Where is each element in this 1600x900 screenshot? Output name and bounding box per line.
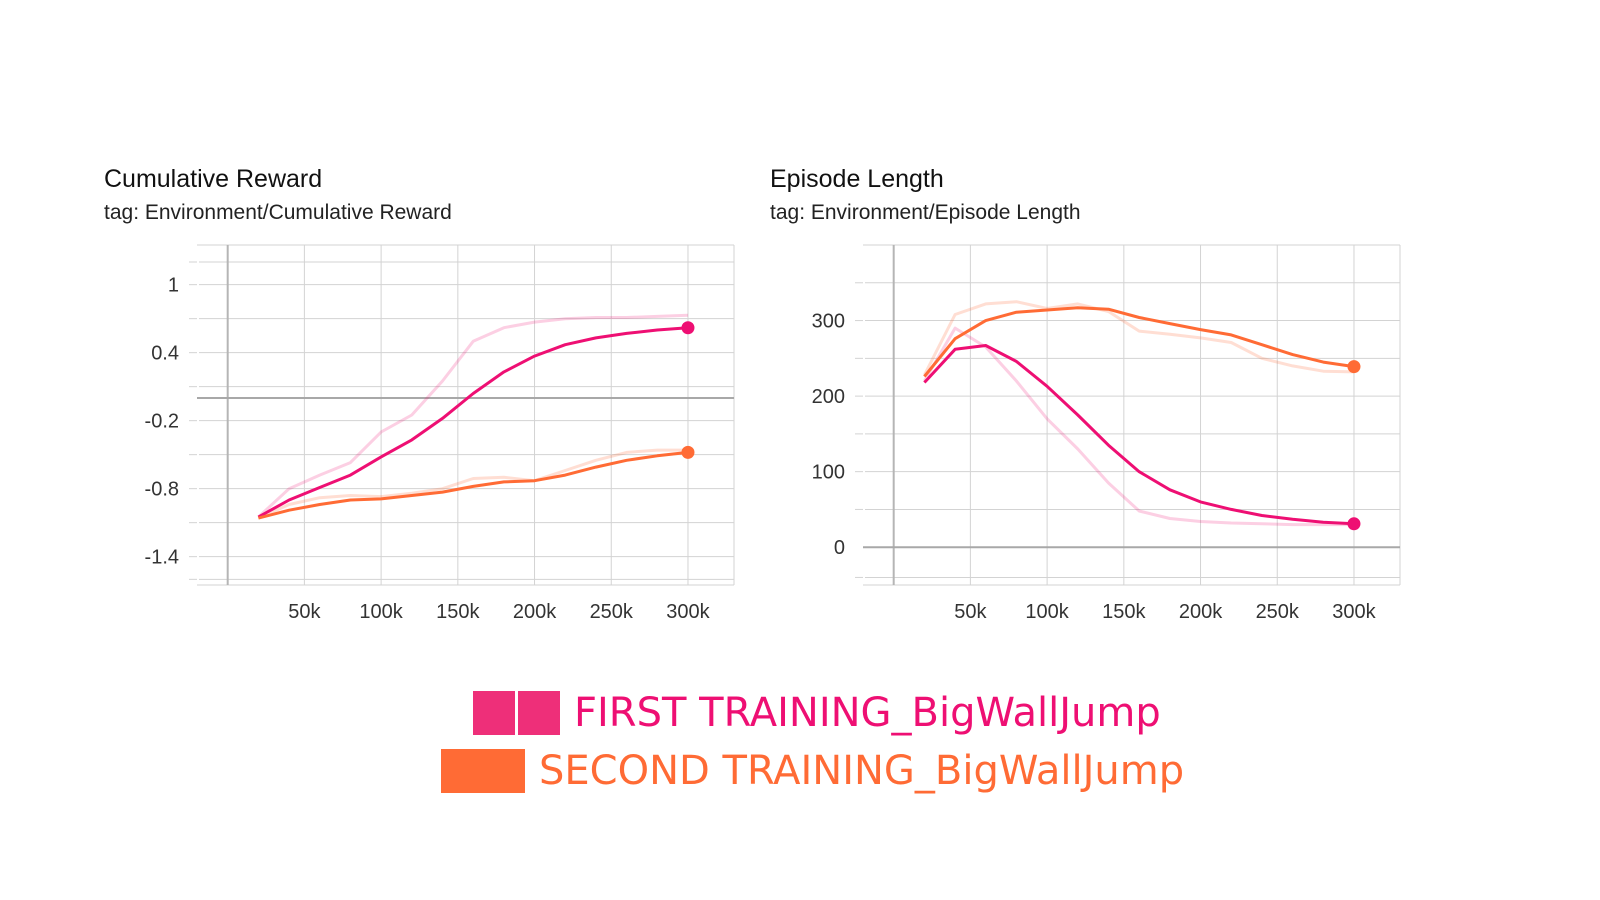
y-tick-label: 200 <box>812 386 845 408</box>
swatch-block <box>473 691 515 735</box>
episode-length-chart: 300 200 100 0 50k 100k 150k 200k 250k 300k <box>812 244 1401 623</box>
chart-subtitle: tag: Environment/Cumulative Reward <box>104 201 452 224</box>
y-tick-label: 300 <box>812 311 845 333</box>
x-tick-label: 250k <box>590 601 634 623</box>
legend-item-first-training: FIRST TRAINING_BigWallJump <box>473 690 1161 736</box>
cumulative-reward-chart: 1 0.4 -0.2 -0.8 -1.4 50k 100k 150k 200k 250k 300k <box>145 244 735 623</box>
y-tick-label: 0 <box>834 537 845 559</box>
legend-swatch-first <box>473 691 560 735</box>
y-tick-label: -1.4 <box>145 547 179 569</box>
legend-item-second-training: SECOND TRAINING_BigWallJump <box>441 748 1184 794</box>
y-tick-label: -0.2 <box>145 411 179 433</box>
cumulative-reward-panel: Cumulative Reward tag: Environment/Cumul… <box>104 165 754 645</box>
x-tick-label: 50k <box>288 601 321 623</box>
y-tick-label: -0.8 <box>145 479 179 501</box>
episode-length-panel: Episode Length tag: Environment/Episode … <box>770 165 1420 645</box>
swatch-block <box>441 749 483 793</box>
x-tick-label: 200k <box>513 601 557 623</box>
swatch-block <box>518 691 560 735</box>
x-tick-label: 100k <box>1025 601 1069 623</box>
series-line-raw <box>923 326 1354 527</box>
y-tick-label: 0.4 <box>151 343 179 365</box>
chart-title: Cumulative Reward <box>104 165 323 193</box>
legend-swatch-second <box>441 749 525 793</box>
series-line-raw <box>257 313 689 519</box>
series-end-point <box>681 321 695 335</box>
x-tick-label: 300k <box>666 601 710 623</box>
series-line-smoothed <box>257 326 689 519</box>
series-end-point <box>681 445 695 459</box>
y-tick-label: 1 <box>168 275 179 297</box>
legend-label-first: FIRST TRAINING_BigWallJump <box>574 690 1161 736</box>
x-tick-label: 50k <box>954 601 987 623</box>
legend: FIRST TRAINING_BigWallJump SECOND TRAINI… <box>0 690 1600 800</box>
series-line-smoothed <box>923 306 1355 378</box>
series-line-smoothed <box>258 450 689 520</box>
y-tick-label: 100 <box>812 462 845 484</box>
x-tick-label: 250k <box>1256 601 1300 623</box>
swatch-block <box>483 749 525 793</box>
x-tick-label: 150k <box>436 601 480 623</box>
series-line-raw <box>257 448 688 520</box>
legend-label-second: SECOND TRAINING_BigWallJump <box>539 748 1185 794</box>
series-line-smoothed <box>923 344 1355 526</box>
chart-title: Episode Length <box>770 165 944 193</box>
series-end-point <box>1347 360 1361 374</box>
series-line-raw <box>923 300 1355 376</box>
x-tick-label: 150k <box>1102 601 1146 623</box>
x-tick-label: 200k <box>1179 601 1223 623</box>
series-end-point <box>1347 517 1361 531</box>
chart-subtitle: tag: Environment/Episode Length <box>770 201 1081 224</box>
x-tick-label: 100k <box>359 601 403 623</box>
x-tick-label: 300k <box>1332 601 1376 623</box>
